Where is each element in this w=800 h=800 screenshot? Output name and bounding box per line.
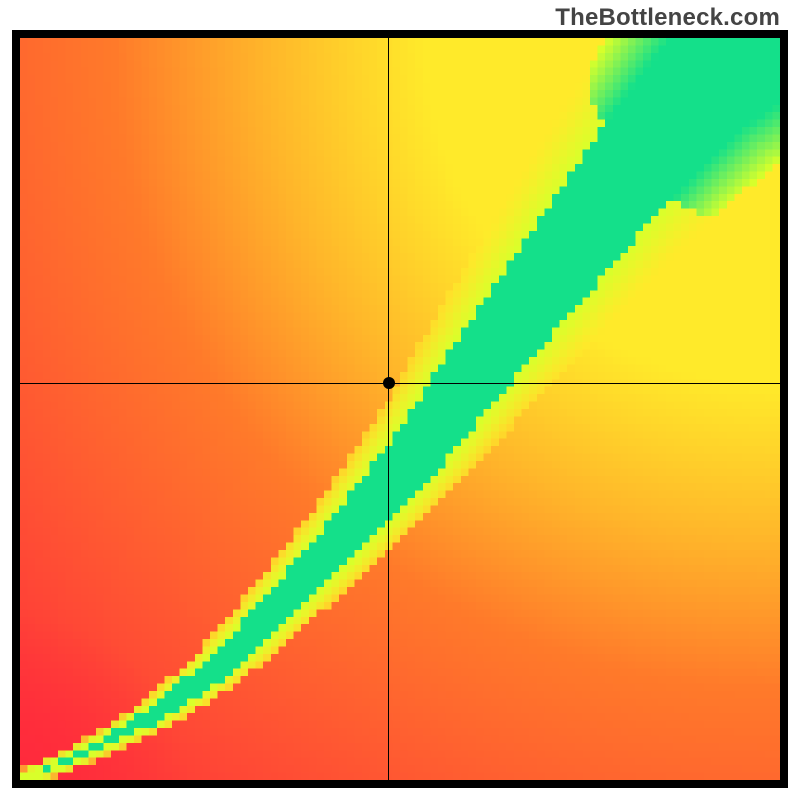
figure-container: TheBottleneck.com — [0, 0, 800, 800]
heatmap-canvas — [20, 38, 780, 780]
plot-border-bottom — [12, 780, 788, 788]
marker-dot — [383, 377, 395, 389]
crosshair-vertical — [388, 38, 389, 780]
watermark-text: TheBottleneck.com — [555, 4, 780, 32]
crosshair-horizontal — [20, 383, 780, 384]
plot-border-left — [12, 30, 20, 788]
plot-border-top — [12, 30, 788, 38]
plot-border-right — [780, 30, 788, 788]
